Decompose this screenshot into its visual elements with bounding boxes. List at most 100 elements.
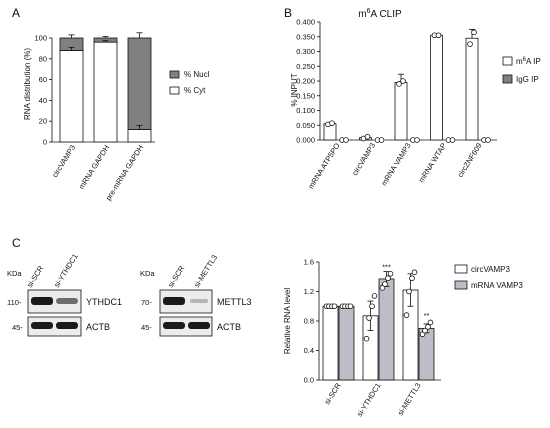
chart-b-ytick-label-4: 0.200 [296, 77, 315, 86]
blot-left-band-scr [31, 297, 53, 305]
chart-b-bar-s0-2 [394, 82, 408, 141]
chart-c-point-s1-2-2 [425, 324, 431, 330]
chart-b-xtick-label-0: mRNA ATP5PO [306, 141, 341, 190]
chart-a-bar-cyt-2 [127, 129, 152, 143]
chart-c-xtick-label-1: si-YTHDC1 [355, 381, 383, 418]
chart-c-point-s0-1-2 [369, 303, 375, 310]
chart-a-legend-swatch-nucl [169, 70, 180, 79]
panel-letter-b: B [284, 6, 292, 20]
chart-a-bar-cyt-0 [59, 50, 84, 143]
blot-left-box-1 [27, 289, 82, 314]
panel-letter-a: A [12, 6, 20, 20]
blot-left-protein-2: ACTB [86, 322, 110, 332]
chart-b-point-s1-1-1 [378, 137, 385, 143]
blot-left-lane-1: si-SCR [25, 264, 46, 289]
blot-right-kda: KDa [140, 269, 155, 278]
blot-left-protein-1: YTHDC1 [86, 297, 122, 307]
chart-c-annotation-1: ** [424, 311, 430, 320]
panel-letter-c: C [12, 236, 21, 250]
chart-c-legend-swatch-mrna [454, 280, 468, 290]
blot-left-kda: KDa [7, 269, 22, 278]
chart-c-ytick-label-4: 1.6 [304, 258, 314, 267]
blot-right-box-1 [159, 289, 213, 314]
chart-a-ytick-label-0: 0 [43, 138, 47, 147]
chart-a-xtick-label-2: pre-mRNA GAPDH [104, 143, 145, 202]
chart-c-point-s1-1-1 [382, 281, 388, 287]
chart-b-ytick-label-7: 0.350 [296, 32, 315, 41]
chart-a-legend-swatch-cyt [169, 86, 180, 95]
blot-left-marker-1: 110- [7, 298, 22, 307]
blot-right-band-actb-1 [163, 322, 185, 329]
chart-b-point-s0-2-1 [400, 78, 406, 84]
chart-a-bar-cyt-1 [93, 41, 118, 143]
blot-right-protein-2: ACTB [217, 322, 241, 332]
blot-left-band-kd [56, 298, 78, 304]
chart-a-ytick-label-5: 100 [34, 34, 47, 43]
chart-c-point-s1-2-3 [427, 319, 434, 326]
blot-right-marker-1: 70- [141, 298, 152, 307]
chart-b-legend-label-m6a-prefix: m [516, 57, 523, 66]
chart-c-xtick-label-0: si-SCR [322, 381, 343, 406]
chart-b-point-s1-3-1 [449, 137, 456, 143]
chart-b-bar-s0-3 [430, 34, 443, 141]
blot-right-band-kd [190, 299, 208, 303]
chart-c: Relative RNA level 0.0 0.4 0.8 1.2 1.6 si-SCR… [283, 258, 523, 419]
chart-b-xtick-label-3: mRNA WTAP [417, 141, 448, 184]
chart-b-ytick-label-5: 0.250 [296, 62, 315, 71]
chart-c-legend-label-circ: circVAMP3 [471, 265, 511, 274]
chart-b-ytick-label-2: 0.100 [296, 106, 315, 115]
chart-c-bar-s0-0 [322, 305, 339, 381]
chart-b-point-s0-2-0 [396, 81, 402, 87]
chart-b-ylabel: % INPUT [290, 73, 299, 106]
chart-b-point-s1-0-1 [343, 137, 349, 143]
chart-c-bar-s1-0 [338, 305, 355, 381]
blot-right-protein-1: METTL3 [217, 297, 252, 307]
chart-b-point-s0-1-1 [364, 133, 371, 140]
western-blot-ythdc1: KDa si-SCR si-YTHDC1 110- 45- YTHDC1 ACT… [7, 252, 122, 337]
chart-c-point-s0-2-0 [403, 312, 410, 318]
chart-b-point-s0-0-1 [329, 120, 335, 126]
chart-a-ytick-label-1: 20 [39, 117, 47, 126]
chart-b-legend-label-igg: IgG IP [516, 75, 539, 84]
chart-a-xtick-label-0: circVAMP3 [50, 143, 77, 179]
chart-c-xtick-label-2: si-METTL3 [396, 381, 423, 417]
chart-c-point-s0-2-2 [409, 275, 415, 282]
chart-b-bar-s0-4 [465, 37, 479, 141]
chart-b-xtick-label-2: mRNA VAMP3 [379, 141, 412, 187]
blot-left-marker-2: 45- [12, 323, 23, 332]
blot-right-box-2 [159, 316, 213, 337]
chart-b-legend-swatch-igg [502, 74, 513, 84]
blot-right-band-scr [163, 297, 185, 305]
chart-a-legend-label-nucl: % Nucl [184, 70, 210, 79]
chart-b-ytick-label-0: 0.000 [296, 136, 315, 145]
chart-c-point-s0-1-1 [366, 315, 372, 321]
chart-b-ytick-label-6: 0.300 [296, 47, 315, 56]
chart-b-ytick-label-3: 0.150 [296, 91, 315, 100]
chart-b-point-s0-3-1 [435, 32, 442, 39]
chart-b-legend-swatch-m6a [502, 56, 513, 66]
chart-c-point-s0-1-0 [363, 335, 370, 342]
chart-b-title: m6A CLIP [358, 8, 402, 20]
chart-c-ytick-label-0: 0.0 [304, 376, 314, 385]
chart-a: RNA distribution (%) 0 20 40 60 80 100 circVAM… [23, 32, 210, 202]
chart-b-point-s1-4-1 [485, 137, 491, 143]
blot-right-band-actb-2 [188, 322, 210, 329]
chart-b-legend-label-m6a: m6A IP [516, 57, 541, 66]
chart-c-annotation-0: *** [382, 262, 391, 271]
chart-c-ytick-label-3: 1.2 [304, 287, 314, 296]
chart-c-point-s1-1-2 [385, 275, 391, 282]
chart-c-bar-s1-1 [378, 278, 395, 381]
blot-left-band-actb-2 [56, 322, 78, 329]
chart-a-ytick-label-4: 80 [39, 54, 47, 63]
chart-b: m6A CLIP % INPUT 0.000 0.050 0.100 0.150 0.2… [290, 8, 541, 190]
chart-a-ytick-label-2: 40 [39, 96, 47, 105]
blot-left-box-2 [27, 316, 82, 337]
chart-b-ytick-label-1: 0.050 [296, 121, 315, 130]
chart-c-point-s0-0-3 [331, 303, 338, 310]
chart-b-legend-label-m6a-sup: 6 [523, 57, 527, 63]
blot-right-lane-1: si-SCR [166, 264, 187, 289]
chart-c-point-s0-1-3 [371, 293, 378, 299]
chart-b-point-s1-2-1 [414, 137, 420, 143]
chart-b-ytick-label-8: 0.400 [296, 18, 315, 27]
